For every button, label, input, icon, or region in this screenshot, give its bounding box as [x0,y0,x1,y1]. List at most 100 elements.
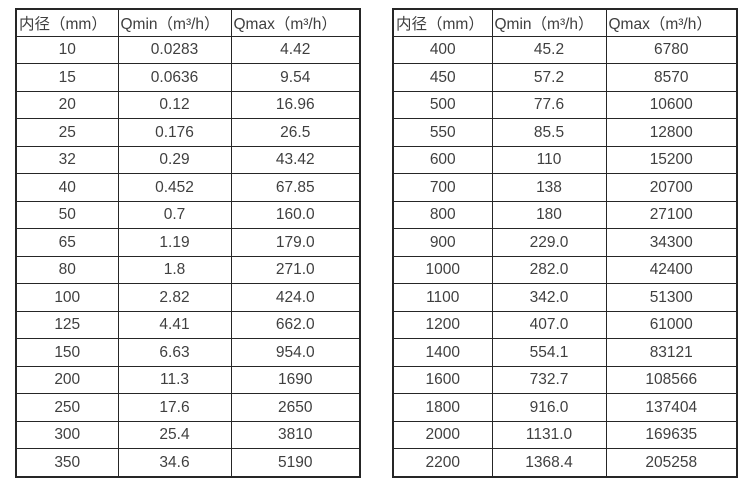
table-row: 450 57.2 8570 [392,63,738,92]
table-cell: 45.2 [491,35,607,65]
table-cell: 83121 [605,338,738,367]
flow-rate-table-large-diameters: 内径（mm） Qmin（m³/h） Qmax（m³/h） 400 45.2 6780… [392,8,738,478]
table-cell: 50 [15,200,119,230]
table-cell: 160.0 [230,200,361,230]
table-cell: 282.0 [491,255,607,285]
table-cell: 250 [15,393,119,422]
table-cell: 6780 [605,35,738,65]
table-cell: 51300 [605,283,738,312]
table-cell: 407.0 [491,310,607,340]
table-cell: 900 [392,228,493,257]
table-cell: 600 [392,145,493,175]
table-row: 1800 916.0 137404 [392,393,738,422]
table-row: 900 229.0 34300 [392,228,738,257]
table-cell: 800 [392,200,493,230]
table-row: 700 138 20700 [392,173,738,202]
table-cell: 1.19 [117,228,232,257]
table-row: 1100 342.0 51300 [392,283,738,312]
table-row: 32 0.29 43.42 [15,145,361,175]
table-row: 400 45.2 6780 [392,35,738,65]
table-cell: 2.82 [117,283,232,312]
table-cell: 0.176 [117,118,232,147]
table-cell: 400 [392,35,493,65]
table-cell: 0.12 [117,90,232,120]
table-cell: 450 [392,63,493,92]
table-cell: 3810 [230,420,361,450]
table-cell: 342.0 [491,283,607,312]
table-cell: 954.0 [230,338,361,367]
table-cell: 6.63 [117,338,232,367]
table-cell: 26.5 [230,118,361,147]
table-row: 125 4.41 662.0 [15,310,361,340]
table-cell: 5190 [230,448,361,478]
table-cell: 0.29 [117,145,232,175]
table-cell: 1800 [392,393,493,422]
table-row: 600 110 15200 [392,145,738,175]
table-cell: 40 [15,173,119,202]
table-row: 1000 282.0 42400 [392,255,738,285]
table-cell: 61000 [605,310,738,340]
table-cell: 42400 [605,255,738,285]
table-row: 10 0.0283 4.42 [15,35,361,65]
table-cell: 1600 [392,365,493,395]
table-row: 2000 1131.0 169635 [392,420,738,450]
table-cell: 4.41 [117,310,232,340]
table-row: 1200 407.0 61000 [392,310,738,340]
table-cell: 662.0 [230,310,361,340]
table-cell: 137404 [605,393,738,422]
table-cell: 0.0636 [117,63,232,92]
table-row: 300 25.4 3810 [15,420,361,450]
table-cell: 80 [15,255,119,285]
column-header-inner-diameter: 内径（mm） [392,8,493,37]
column-header-inner-diameter: 内径（mm） [15,8,119,37]
table-row: 350 34.6 5190 [15,448,361,478]
table-cell: 200 [15,365,119,395]
table-cell: 180 [491,200,607,230]
table-cell: 15200 [605,145,738,175]
table-cell: 1131.0 [491,420,607,450]
table-cell: 25.4 [117,420,232,450]
table-cell: 65 [15,228,119,257]
table-cell: 17.6 [117,393,232,422]
table-cell: 34.6 [117,448,232,478]
table-cell: 125 [15,310,119,340]
table-cell: 700 [392,173,493,202]
table-cell: 34300 [605,228,738,257]
table-cell: 0.452 [117,173,232,202]
table-row: 500 77.6 10600 [392,90,738,120]
table-cell: 27100 [605,200,738,230]
table-row: 2200 1368.4 205258 [392,448,738,478]
table-row: 100 2.82 424.0 [15,283,361,312]
table-header-row: 内径（mm） Qmin（m³/h） Qmax（m³/h） [392,8,738,37]
table-cell: 25 [15,118,119,147]
table-cell: 100 [15,283,119,312]
table-row: 1400 554.1 83121 [392,338,738,367]
table-cell: 85.5 [491,118,607,147]
table-cell: 11.3 [117,365,232,395]
table-header-row: 内径（mm） Qmin（m³/h） Qmax（m³/h） [15,8,361,37]
table-cell: 1100 [392,283,493,312]
table-row: 200 11.3 1690 [15,365,361,395]
table-cell: 150 [15,338,119,367]
table-row: 800 180 27100 [392,200,738,230]
table-cell: 732.7 [491,365,607,395]
table-cell: 0.0283 [117,35,232,65]
table-cell: 110 [491,145,607,175]
table-cell: 57.2 [491,63,607,92]
column-header-qmin: Qmin（m³/h） [491,8,607,37]
table-cell: 1.8 [117,255,232,285]
table-cell: 77.6 [491,90,607,120]
table-cell: 500 [392,90,493,120]
table-cell: 20700 [605,173,738,202]
table-cell: 9.54 [230,63,361,92]
table-cell: 8570 [605,63,738,92]
table-cell: 271.0 [230,255,361,285]
table-row: 15 0.0636 9.54 [15,63,361,92]
table-cell: 0.7 [117,200,232,230]
column-header-qmax: Qmax（m³/h） [230,8,361,37]
table-cell: 916.0 [491,393,607,422]
table-cell: 169635 [605,420,738,450]
table-cell: 43.42 [230,145,361,175]
table-row: 550 85.5 12800 [392,118,738,147]
